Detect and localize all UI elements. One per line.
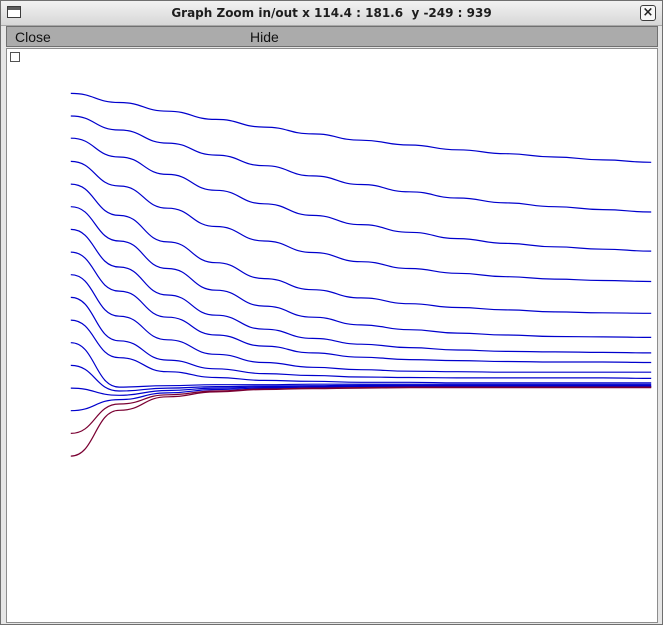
series-line-8 bbox=[70, 251, 652, 364]
series-line-1 bbox=[70, 92, 652, 163]
window-icon[interactable] bbox=[7, 6, 21, 18]
hide-button[interactable]: Hide bbox=[250, 29, 279, 45]
series-line-11 bbox=[70, 319, 652, 384]
series-line-6 bbox=[70, 206, 652, 338]
series-line-17 bbox=[70, 387, 652, 457]
plot-area[interactable] bbox=[6, 48, 658, 623]
close-button[interactable]: Close bbox=[15, 29, 51, 45]
series-line-4 bbox=[70, 160, 652, 283]
series-line-15 bbox=[70, 386, 652, 412]
series-line-13 bbox=[70, 364, 652, 392]
series-line-12 bbox=[70, 342, 652, 388]
title-bar[interactable]: Graph Zoom in/out x 114.4 : 181.6 y -249… bbox=[1, 1, 662, 26]
series-line-5 bbox=[70, 183, 652, 314]
series-line-3 bbox=[70, 137, 652, 252]
close-icon[interactable]: × bbox=[640, 5, 656, 21]
checkbox-icon[interactable] bbox=[10, 52, 20, 62]
series-line-2 bbox=[70, 115, 652, 213]
series-line-9 bbox=[70, 274, 652, 373]
menu-bar: Close Hide bbox=[6, 26, 658, 47]
plot-svg[interactable] bbox=[7, 49, 657, 622]
series-line-10 bbox=[70, 296, 652, 379]
window-title: Graph Zoom in/out x 114.4 : 181.6 y -249… bbox=[171, 6, 492, 20]
series-line-7 bbox=[70, 228, 652, 354]
